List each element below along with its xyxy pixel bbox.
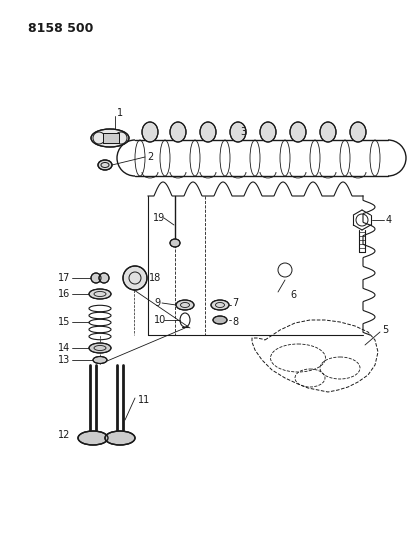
Ellipse shape	[105, 431, 135, 445]
Text: 15: 15	[58, 317, 70, 327]
Ellipse shape	[200, 122, 216, 142]
Text: 3: 3	[240, 127, 246, 137]
Ellipse shape	[230, 122, 246, 142]
Text: 2: 2	[147, 152, 153, 162]
Text: 6: 6	[290, 290, 296, 300]
Bar	[103, 133, 119, 143]
Circle shape	[123, 266, 147, 290]
Text: 5: 5	[382, 325, 388, 335]
Text: 12: 12	[58, 430, 70, 440]
Ellipse shape	[98, 160, 112, 170]
Text: 8: 8	[232, 317, 238, 327]
Ellipse shape	[350, 122, 366, 142]
Ellipse shape	[260, 122, 276, 142]
Bar	[103, 133, 119, 143]
Ellipse shape	[89, 289, 111, 299]
Ellipse shape	[170, 122, 186, 142]
Circle shape	[91, 273, 101, 283]
Ellipse shape	[213, 316, 227, 324]
Text: 16: 16	[58, 289, 70, 299]
Text: 18: 18	[149, 273, 161, 283]
Ellipse shape	[93, 357, 107, 364]
Text: 10: 10	[154, 315, 166, 325]
Ellipse shape	[91, 129, 129, 147]
Circle shape	[99, 273, 109, 283]
Ellipse shape	[211, 300, 229, 310]
Ellipse shape	[176, 300, 194, 310]
Ellipse shape	[89, 343, 111, 353]
Text: 19: 19	[153, 213, 165, 223]
Text: 4: 4	[386, 215, 392, 225]
Text: 9: 9	[154, 298, 160, 308]
Ellipse shape	[170, 239, 180, 247]
Text: 7: 7	[232, 298, 238, 308]
Text: 11: 11	[138, 395, 150, 405]
Ellipse shape	[142, 122, 158, 142]
Ellipse shape	[78, 431, 108, 445]
Ellipse shape	[320, 122, 336, 142]
Text: 17: 17	[58, 273, 70, 283]
Text: 13: 13	[58, 355, 70, 365]
Text: 14: 14	[58, 343, 70, 353]
Ellipse shape	[290, 122, 306, 142]
Text: 8158 500: 8158 500	[28, 21, 93, 35]
Text: 1: 1	[117, 108, 123, 118]
